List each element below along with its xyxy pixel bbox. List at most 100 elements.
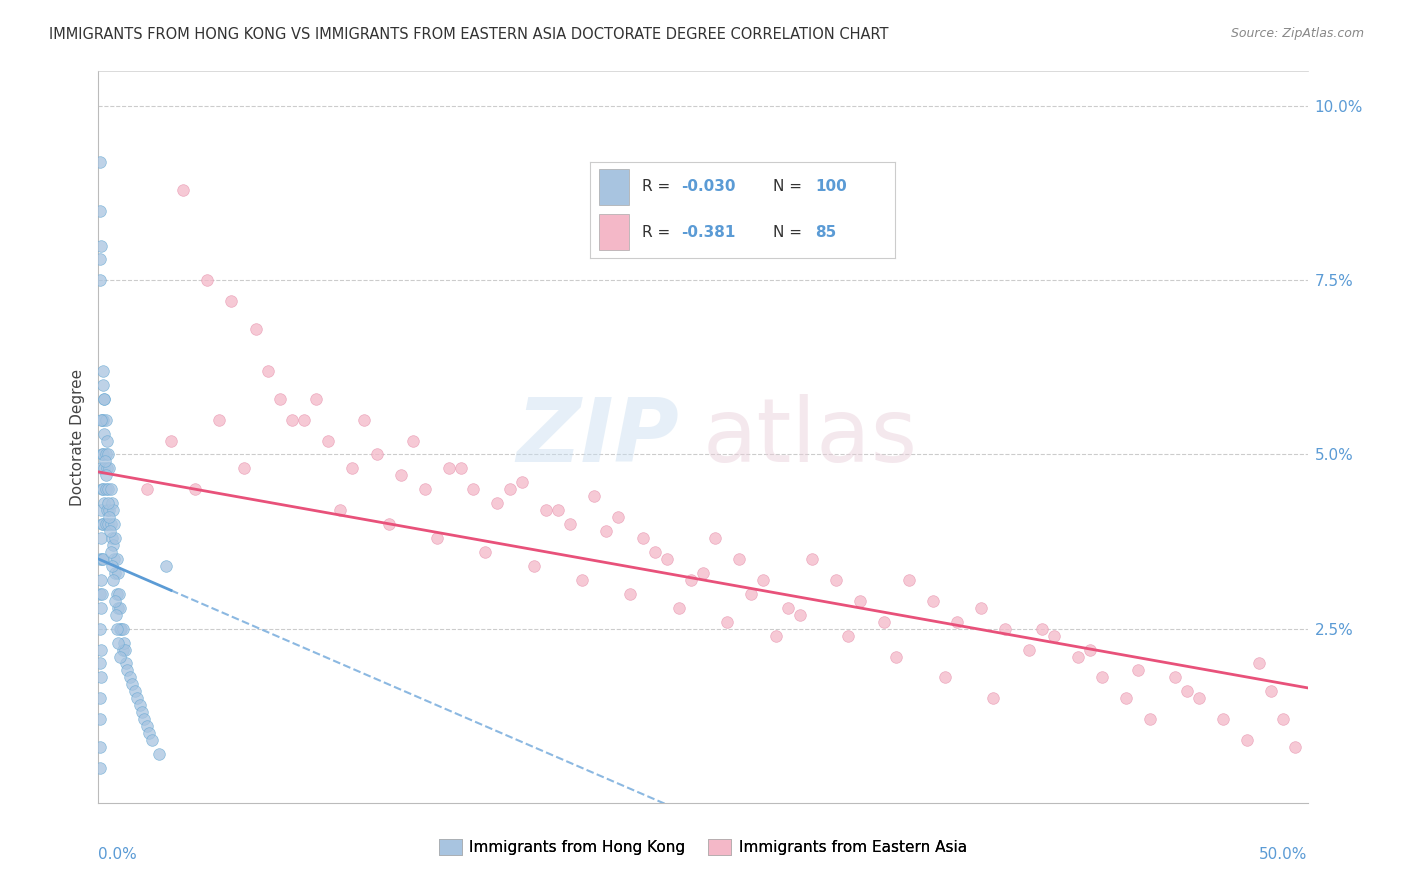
Point bbox=[1078, 642, 1101, 657]
Point bbox=[117, 664, 139, 678]
Point bbox=[148, 747, 170, 761]
Point bbox=[873, 615, 896, 629]
Point bbox=[91, 552, 114, 566]
Bar bbox=[599, 214, 630, 251]
Point bbox=[1212, 712, 1234, 726]
Point bbox=[118, 670, 141, 684]
Point bbox=[114, 642, 136, 657]
Point bbox=[1249, 657, 1271, 671]
Point bbox=[96, 461, 118, 475]
Point bbox=[1236, 733, 1258, 747]
Bar bbox=[599, 169, 630, 205]
Point bbox=[104, 566, 127, 580]
Point bbox=[89, 552, 111, 566]
Point bbox=[97, 517, 120, 532]
Point bbox=[292, 412, 315, 426]
Point bbox=[101, 558, 124, 573]
Point bbox=[679, 573, 702, 587]
Point bbox=[1067, 649, 1090, 664]
Point bbox=[160, 434, 183, 448]
Point bbox=[256, 364, 278, 378]
Point bbox=[103, 552, 125, 566]
Legend: Immigrants from Hong Kong, Immigrants from Eastern Asia: Immigrants from Hong Kong, Immigrants fr… bbox=[433, 833, 973, 861]
Point bbox=[934, 670, 956, 684]
Point bbox=[111, 642, 134, 657]
Point bbox=[1031, 622, 1053, 636]
Point bbox=[100, 545, 122, 559]
Point bbox=[1139, 712, 1161, 726]
Point bbox=[138, 726, 160, 740]
Point bbox=[1260, 684, 1282, 698]
Point bbox=[91, 448, 114, 462]
Point bbox=[93, 392, 115, 406]
Point bbox=[94, 483, 117, 497]
Point bbox=[776, 600, 799, 615]
Point bbox=[103, 573, 125, 587]
Point bbox=[155, 558, 177, 573]
Point bbox=[1018, 642, 1040, 657]
Point bbox=[89, 587, 111, 601]
Point bbox=[353, 412, 375, 426]
Point bbox=[305, 392, 328, 406]
Point bbox=[100, 517, 122, 532]
Point bbox=[195, 273, 218, 287]
Point bbox=[108, 600, 131, 615]
Point bbox=[90, 531, 112, 545]
Point bbox=[886, 649, 908, 664]
Point bbox=[134, 712, 156, 726]
Point bbox=[90, 573, 112, 587]
Point bbox=[107, 566, 129, 580]
Point bbox=[437, 461, 460, 475]
Point bbox=[450, 461, 472, 475]
Point bbox=[105, 622, 128, 636]
Point bbox=[100, 496, 122, 510]
Point bbox=[96, 503, 118, 517]
Point bbox=[849, 594, 872, 608]
Point bbox=[981, 691, 1004, 706]
Text: 85: 85 bbox=[815, 225, 837, 240]
Point bbox=[97, 483, 120, 497]
Point bbox=[970, 600, 993, 615]
Point bbox=[89, 691, 111, 706]
Point bbox=[98, 503, 121, 517]
Point bbox=[994, 622, 1017, 636]
Point bbox=[172, 183, 194, 197]
Point bbox=[111, 622, 134, 636]
Point bbox=[571, 573, 593, 587]
Point bbox=[91, 412, 114, 426]
Point bbox=[90, 238, 112, 252]
Point bbox=[98, 461, 121, 475]
Point bbox=[523, 558, 546, 573]
Point bbox=[94, 454, 117, 468]
Point bbox=[583, 489, 606, 503]
Point bbox=[402, 434, 425, 448]
Point bbox=[740, 587, 762, 601]
Point bbox=[94, 448, 117, 462]
Point bbox=[474, 545, 496, 559]
Point bbox=[100, 531, 122, 545]
Point bbox=[96, 434, 118, 448]
Point bbox=[377, 517, 399, 532]
Point bbox=[221, 294, 243, 309]
Point bbox=[93, 392, 115, 406]
Point bbox=[94, 412, 117, 426]
Point bbox=[105, 552, 128, 566]
Point bbox=[463, 483, 485, 497]
Point bbox=[91, 448, 114, 462]
Point bbox=[1272, 712, 1295, 726]
Point bbox=[93, 426, 115, 441]
Point bbox=[89, 203, 111, 218]
Point bbox=[631, 531, 654, 545]
Point bbox=[121, 677, 143, 691]
Text: ZIP: ZIP bbox=[516, 393, 679, 481]
Point bbox=[91, 412, 114, 426]
Point bbox=[127, 691, 149, 706]
Point bbox=[728, 552, 751, 566]
Point bbox=[108, 649, 131, 664]
Text: R =: R = bbox=[641, 179, 675, 194]
Text: 0.0%: 0.0% bbox=[98, 847, 138, 862]
Point bbox=[89, 273, 111, 287]
Point bbox=[1188, 691, 1211, 706]
Point bbox=[91, 483, 114, 497]
Point bbox=[342, 461, 364, 475]
